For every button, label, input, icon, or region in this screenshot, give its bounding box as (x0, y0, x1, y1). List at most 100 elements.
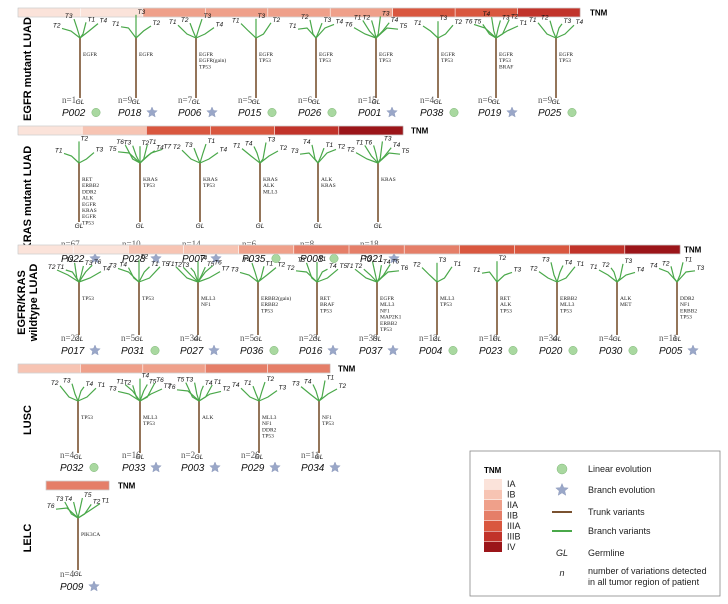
variation-count: n=18 (360, 239, 379, 249)
germline-label: GL (374, 223, 383, 230)
tumor-region-label: T2 (51, 380, 59, 387)
branch-evolution-icon (210, 252, 222, 264)
branch-evolution-icon (687, 344, 699, 356)
tumor-region-label: T3 (279, 385, 287, 392)
branch-line (177, 24, 197, 39)
branch-evolution-icon (88, 580, 100, 592)
germline-label: GL (255, 454, 264, 461)
patient-id: P020 (539, 346, 563, 357)
patient-id: P025 (538, 108, 562, 119)
tnm-segment (17, 125, 83, 136)
branch-line (538, 271, 558, 283)
tumor-region-label: T1 (590, 264, 598, 271)
gene-label: EGFR (199, 52, 213, 58)
tumor-region-label: T2 (499, 255, 507, 262)
branch-line (79, 23, 99, 39)
patient-id: P029 (241, 463, 265, 474)
tumor-region-label: T2 (530, 266, 538, 273)
tumor-region-label: T4 (119, 262, 127, 269)
patient-P018: GL T1 T3 T2 EGFR n=9 P018 (112, 9, 161, 119)
variation-count: n=5 (238, 95, 253, 105)
patient-id: P033 (122, 463, 146, 474)
branch-line (555, 23, 563, 39)
tumor-region-label: T4 (232, 382, 240, 389)
patient-id: P016 (299, 346, 323, 357)
tumor-region-label: T2 (287, 265, 295, 272)
gene-label: PIK3CA (81, 532, 100, 538)
variation-count: n=9 (538, 95, 553, 105)
tumor-region-label: T2 (153, 20, 161, 27)
legend-stage-swatch (484, 489, 502, 500)
gene-label: KRAS (203, 177, 218, 183)
tumor-region-label: T4 (393, 142, 401, 149)
patient-id: P034 (301, 463, 325, 474)
branch-line (421, 267, 438, 283)
tumor-region-label: T3 (440, 15, 448, 22)
gene-label: TP53 (380, 327, 392, 333)
gene-label: MLL3 (560, 302, 575, 308)
gene-label: DDR2 (262, 427, 277, 433)
germline-label: GL (75, 336, 84, 343)
tumor-region-label: T7 (164, 383, 172, 390)
tumor-region-label: T3 (85, 260, 93, 267)
tnm-segment (517, 7, 581, 18)
tumor-region-label: T1 (208, 138, 216, 145)
tumor-region-label: T2 (141, 254, 149, 261)
linear-evolution-icon (448, 346, 458, 355)
patient-id: P031 (121, 346, 144, 357)
patient-id: P003 (181, 463, 205, 474)
patient-id: P037 (359, 346, 383, 357)
branch-line (312, 384, 320, 402)
tumor-region-label: T5 (177, 377, 185, 384)
tumor-region-label: T3 (625, 258, 633, 265)
tnm-bar-frame (17, 125, 404, 136)
legend-stage-swatch (484, 531, 502, 542)
gene-label: ERBB2 (82, 183, 99, 189)
legend-linear-icon (556, 463, 568, 475)
branch-line (300, 386, 320, 402)
tumor-region-label: T2 (124, 379, 132, 386)
tumor-region-label: T1 (151, 261, 159, 268)
tumor-region-label: T6 (401, 265, 409, 272)
branch-line (257, 267, 277, 283)
branch-evolution-icon (89, 344, 101, 356)
branch-evolution-icon (150, 461, 162, 473)
legend-stage-label: IV (507, 542, 516, 552)
tnm-segment (569, 244, 626, 255)
germline-label: GL (315, 454, 324, 461)
gene-label: MLL3 (440, 296, 455, 302)
branch-line (309, 19, 317, 39)
tumor-region-label: T1 (167, 261, 175, 268)
tumor-region-label: T4 (220, 147, 228, 154)
tumor-region-label: T4 (103, 266, 111, 273)
tumor-region-label: T6 (214, 260, 222, 267)
variation-count: n=6 (242, 239, 257, 249)
branch-line (377, 152, 401, 164)
gene-label: TP53 (560, 308, 572, 314)
legend-frame (469, 450, 721, 597)
tumor-region-label: T1 (112, 21, 120, 28)
tumor-region-label: T3 (109, 262, 117, 269)
linear-evolution-icon (568, 346, 578, 355)
branch-line (556, 266, 576, 283)
germline-label: GL (312, 99, 321, 106)
gene-label: NF1 (262, 421, 272, 427)
legend-stage-swatch (484, 510, 502, 521)
patient-P032: GL T2 T3 T4 T1 TP53 n=4 P032 (51, 378, 106, 474)
tnm-segment (128, 244, 185, 255)
tumor-region-label: T4 (565, 259, 573, 266)
germline-label: GL (553, 336, 562, 343)
tnm-label: TNM (590, 9, 608, 18)
germline-label: GL (493, 336, 502, 343)
group-label-text: EGFR mutant LUAD (22, 17, 34, 121)
germline-label: GL (196, 223, 205, 230)
tumor-region-label: T2 (347, 147, 355, 154)
legend-stage-label: IIA (507, 500, 518, 510)
